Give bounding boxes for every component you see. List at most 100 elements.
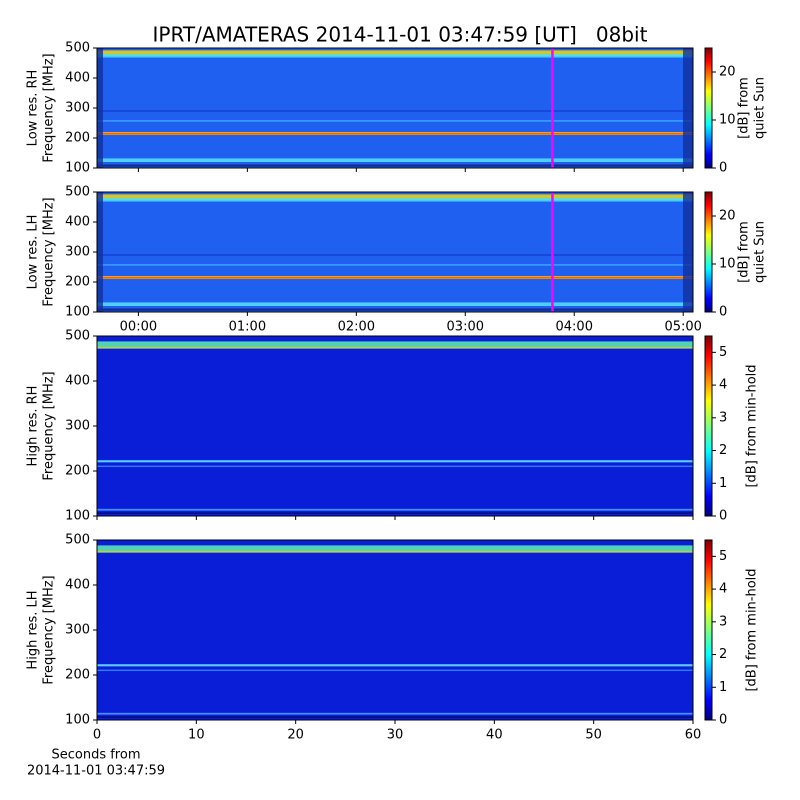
chart-title: IPRT/AMATERAS 2014-11-01 03:47:59 [UT] 0… xyxy=(153,23,648,47)
spectrogram-texture xyxy=(97,254,693,256)
spectrogram-texture xyxy=(97,120,693,122)
x-tick-label: 40 xyxy=(486,728,503,743)
spectrogram-texture xyxy=(97,192,103,312)
x-axis-label: 2014-11-01 03:47:59 xyxy=(27,764,165,779)
x-tick-label: 00:00 xyxy=(120,320,157,335)
spectrogram-texture xyxy=(683,48,693,168)
x-tick-label: 04:00 xyxy=(556,320,593,335)
colorbar-tick-label: 20 xyxy=(719,65,736,80)
x-tick-label: 60 xyxy=(685,728,702,743)
colorbar-tick-label: 1 xyxy=(719,680,727,695)
colorbar-tick-label: 0 xyxy=(719,509,727,524)
spectrogram-texture xyxy=(97,712,693,715)
spectrogram xyxy=(97,48,693,168)
spectrogram-texture xyxy=(97,164,693,167)
colorbar-tick-label: 0 xyxy=(719,305,727,320)
spectrogram-texture xyxy=(97,545,693,553)
spectrogram-texture xyxy=(97,194,693,201)
x-tick-label: 50 xyxy=(585,728,602,743)
y-tick-label: 400 xyxy=(65,71,90,86)
y-tick-label: 300 xyxy=(65,101,90,116)
x-tick-label: 0 xyxy=(93,728,101,743)
colorbar-tick-label: 0 xyxy=(719,713,727,728)
x-tick-label: 20 xyxy=(287,728,304,743)
colorbar-label: [dB] from xyxy=(737,77,752,139)
spectrogram xyxy=(97,336,693,516)
spectrogram-texture xyxy=(97,110,693,112)
colorbar-tick-label: 5 xyxy=(719,549,727,564)
colorbar-tick-label: 20 xyxy=(719,209,736,224)
spectrogram-texture xyxy=(97,346,693,349)
colorbar-tick-label: 4 xyxy=(719,582,727,597)
spectrogram xyxy=(97,540,693,720)
y-axis-label: Frequency [MHz] xyxy=(42,197,57,306)
y-tick-label: 400 xyxy=(65,215,90,230)
spectrogram-texture xyxy=(97,508,693,511)
colorbar-tick-label: 3 xyxy=(719,614,727,629)
y-tick-label: 200 xyxy=(65,275,90,290)
spectrogram-texture xyxy=(97,302,693,306)
y-tick-label: 300 xyxy=(65,245,90,260)
colorbar-label: [dB] from xyxy=(737,221,752,283)
spectrogram-texture xyxy=(97,50,693,57)
spectrogram-texture xyxy=(97,664,693,667)
y-tick-label: 200 xyxy=(65,668,90,683)
colorbar-tick-label: 2 xyxy=(719,443,727,458)
spectrogram-texture xyxy=(97,308,693,311)
colorbar-tick-label: 10 xyxy=(719,257,736,272)
spectrogram-texture xyxy=(97,460,693,463)
x-tick-label: 01:00 xyxy=(229,320,266,335)
x-tick-label: 30 xyxy=(387,728,404,743)
colorbar-tick-label: 2 xyxy=(719,647,727,662)
colorbar-tick-label: 1 xyxy=(719,476,727,491)
y-tick-label: 400 xyxy=(65,578,90,593)
y-tick-label: 200 xyxy=(65,464,90,479)
spectrogram-texture xyxy=(97,669,693,672)
colorbar-tick-label: 4 xyxy=(719,378,727,393)
spectrogram-texture xyxy=(97,158,693,162)
spectrogram-texture xyxy=(97,198,693,202)
y-axis-label: Low res. RH xyxy=(26,70,41,147)
colorbar xyxy=(704,191,713,313)
spectrogram-texture xyxy=(97,716,693,718)
y-tick-label: 500 xyxy=(65,185,90,200)
x-axis-label: Seconds from xyxy=(51,748,140,763)
y-tick-label: 300 xyxy=(65,419,90,434)
colorbar xyxy=(704,335,713,517)
x-tick-label: 10 xyxy=(188,728,205,743)
colorbar-tick-label: 3 xyxy=(719,410,727,425)
y-axis-label: High res. RH xyxy=(26,386,41,467)
colorbar-tick-label: 5 xyxy=(719,345,727,360)
y-tick-label: 100 xyxy=(65,509,90,524)
colorbar-label: [dB] from min-hold xyxy=(745,568,760,691)
y-tick-label: 500 xyxy=(65,329,90,344)
colorbar-label: quiet Sun xyxy=(753,221,768,283)
colorbar xyxy=(704,47,713,169)
spectrogram-texture xyxy=(683,192,693,312)
y-tick-label: 300 xyxy=(65,623,90,638)
y-axis-label: Frequency [MHz] xyxy=(42,53,57,162)
colorbar-label: quiet Sun xyxy=(753,77,768,139)
colorbar-tick-label: 0 xyxy=(719,161,727,176)
y-tick-label: 500 xyxy=(65,533,90,548)
y-axis-label: High res. LH xyxy=(26,590,41,669)
spectrogram-texture xyxy=(97,54,693,58)
y-axis-label: Low res. LH xyxy=(26,215,41,290)
y-axis-label: Frequency [MHz] xyxy=(42,575,57,684)
spectrogram-texture xyxy=(97,48,103,168)
spectrogram-texture xyxy=(97,550,693,553)
x-tick-label: 02:00 xyxy=(338,320,375,335)
y-tick-label: 100 xyxy=(65,713,90,728)
spectrogram-texture xyxy=(97,465,693,468)
spectrogram-texture xyxy=(97,264,693,266)
spectrogram-texture xyxy=(97,277,693,279)
spectrogram-texture xyxy=(97,341,693,349)
colorbar-label: [dB] from min-hold xyxy=(745,364,760,487)
spectrogram xyxy=(97,192,693,312)
spectrogram-texture xyxy=(97,133,693,135)
x-tick-label: 03:00 xyxy=(447,320,484,335)
spectrogram-texture xyxy=(97,512,693,514)
y-tick-label: 500 xyxy=(65,41,90,56)
y-axis-label: Frequency [MHz] xyxy=(42,371,57,480)
